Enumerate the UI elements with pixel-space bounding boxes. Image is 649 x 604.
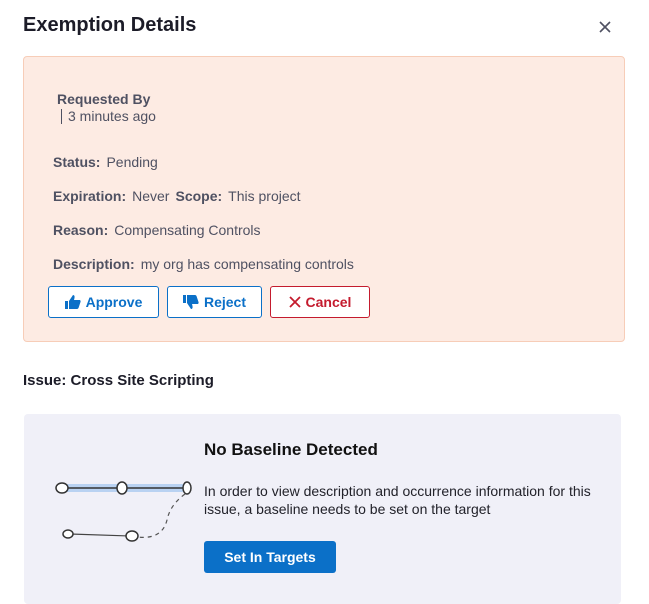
description-row: Description: my org has compensating cont… [53, 256, 354, 272]
exemption-card: Requested By 3 minutes ago Status: Pendin… [23, 56, 625, 342]
thumbs-down-icon [182, 295, 199, 309]
no-baseline-message: In order to view description and occurre… [204, 483, 591, 517]
expiration-value: Never [132, 188, 170, 204]
approve-button[interactable]: Approve [48, 286, 159, 318]
issue-title: Issue: Cross Site Scripting [23, 372, 214, 389]
reason-value: Compensating Controls [114, 222, 261, 238]
approve-label: Approve [85, 294, 143, 310]
description-label: Description: [53, 256, 135, 272]
status-label: Status: [53, 154, 101, 170]
status-value: Pending [106, 154, 158, 170]
no-baseline-heading: No Baseline Detected [204, 440, 378, 459]
reject-button[interactable]: Reject [167, 286, 262, 318]
baseline-illustration-icon [55, 481, 192, 542]
set-in-targets-button[interactable]: Set In Targets [204, 541, 336, 573]
thumbs-up-icon [64, 295, 81, 309]
requested-time: 3 minutes ago [61, 109, 156, 124]
scope-value: This project [228, 188, 301, 204]
expiration-row: Expiration: Never Scope: This project [53, 188, 301, 204]
close-icon [288, 296, 301, 308]
reject-label: Reject [203, 294, 247, 310]
scope-label: Scope: [175, 188, 223, 204]
status-row: Status: Pending [53, 154, 158, 170]
no-baseline-panel: No Baseline Detected In order to view de… [24, 414, 621, 604]
expiration-label: Expiration: [53, 188, 127, 204]
page-title: Exemption Details [23, 14, 197, 36]
reason-row: Reason: Compensating Controls [53, 222, 261, 238]
requested-by-label: Requested By [57, 91, 151, 107]
reason-label: Reason: [53, 222, 109, 238]
description-value: my org has compensating controls [140, 256, 354, 272]
close-icon[interactable] [596, 18, 614, 36]
cancel-button[interactable]: Cancel [270, 286, 370, 318]
cancel-label: Cancel [305, 294, 352, 310]
